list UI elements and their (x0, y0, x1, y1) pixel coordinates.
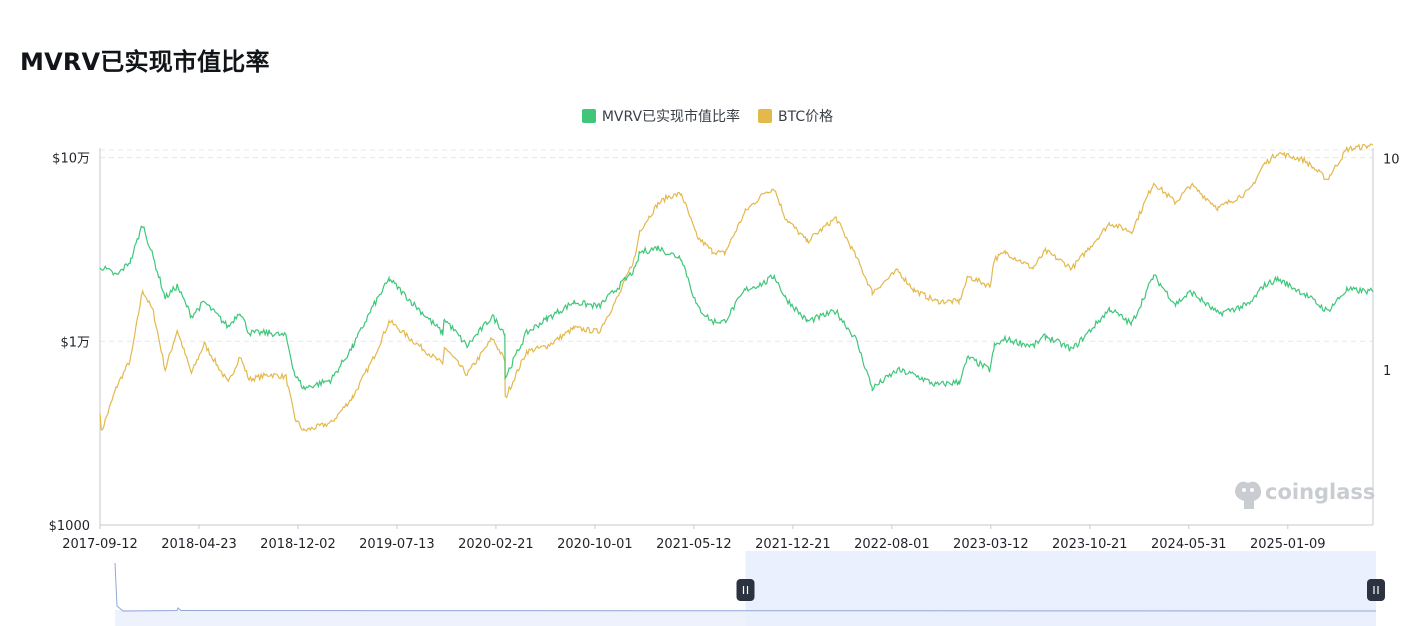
x-tick-label: 2025-01-09 (1250, 537, 1326, 552)
y-left-tick-label: $10万 (52, 152, 90, 167)
zoom-slider-selection[interactable] (745, 551, 1377, 626)
x-tick-label: 2020-02-21 (458, 537, 534, 552)
x-tick-label: 2021-05-12 (656, 537, 732, 552)
legend-label-btc-price: BTC价格 (778, 109, 834, 125)
legend-label-mvrv: MVRV已实现市值比率 (601, 109, 741, 125)
x-tick-label: 2017-09-12 (62, 537, 138, 552)
x-tick-label: 2020-10-01 (557, 537, 633, 552)
page-title: MVRV已实现市值比率 (20, 48, 270, 76)
x-tick-label: 2023-03-12 (953, 537, 1029, 552)
legend-item-btc-price[interactable]: BTC价格 (758, 106, 833, 126)
legend-item-mvrv[interactable]: MVRV已实现市值比率 (581, 106, 741, 126)
legend-swatch-btc-price (758, 109, 773, 123)
series-line-btc-price (99, 143, 1374, 432)
y-left-tick-label: $1000 (49, 519, 90, 534)
chart-legend: MVRV已实现市值比率 BTC价格 (0, 106, 1415, 126)
y-right-tick-label: 1 (1383, 364, 1391, 379)
x-tick-label: 2022-08-01 (854, 537, 930, 552)
watermark-text: coinglass (1265, 480, 1376, 504)
y-right-tick-label: 10 (1383, 153, 1400, 168)
x-tick-label: 2018-04-23 (161, 537, 237, 552)
series-line-mvrv (99, 225, 1374, 392)
zoom-handle-left[interactable] (736, 579, 755, 601)
x-tick-label: 2019-07-13 (359, 537, 435, 552)
zoom-handle-right[interactable] (1367, 579, 1385, 601)
legend-swatch-mvrv (581, 109, 596, 123)
x-tick-label: 2018-12-02 (260, 537, 336, 552)
zoom-slider-shade (115, 610, 746, 626)
x-tick-label: 2023-10-21 (1052, 537, 1128, 552)
zoom-overview-line (114, 562, 1377, 612)
coinglass-logo-icon (1235, 481, 1262, 509)
y-left-tick-label: $1万 (60, 335, 90, 350)
x-tick-label: 2024-05-31 (1151, 537, 1227, 552)
x-tick-label: 2021-12-21 (755, 537, 831, 552)
